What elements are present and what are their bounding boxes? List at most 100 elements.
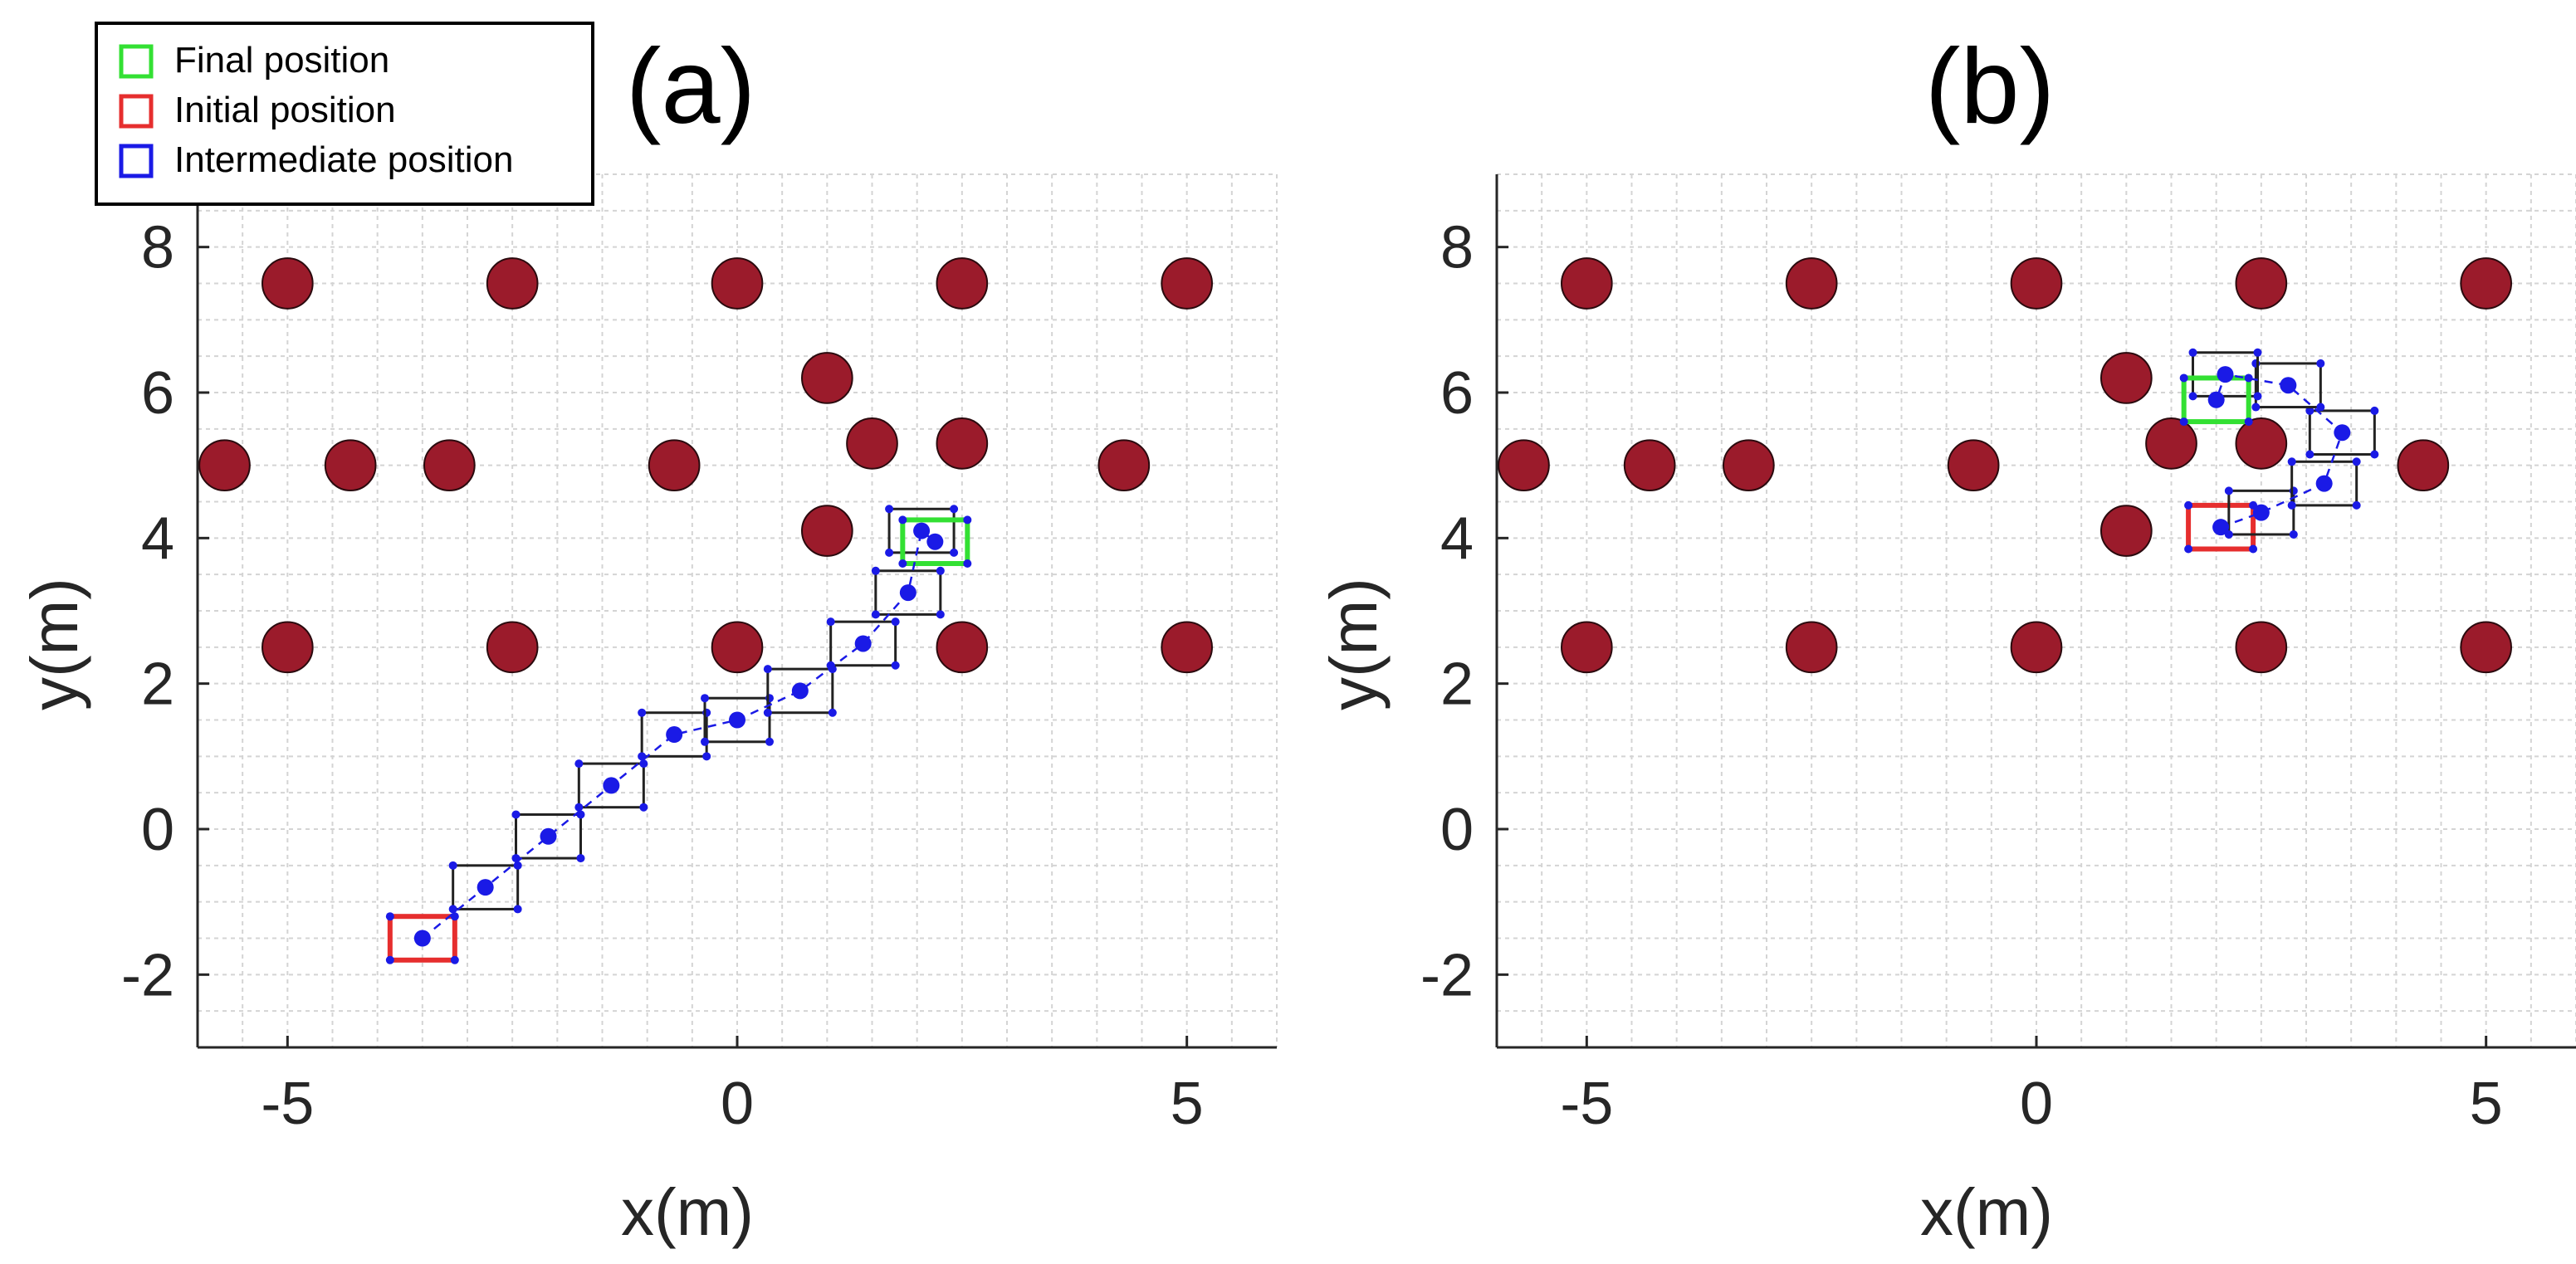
trajectory-point — [2334, 424, 2351, 442]
obstacle-marker — [262, 257, 314, 310]
final-position-box — [2181, 375, 2251, 425]
intermediate-box — [577, 762, 645, 809]
legend-swatch — [119, 144, 154, 178]
x-tick-label: 0 — [2020, 1071, 2053, 1137]
intermediate-box — [887, 507, 956, 554]
corner-dot — [936, 610, 945, 619]
panel-title: (b) — [1925, 27, 2055, 146]
corner-dot — [936, 566, 945, 575]
corner-dot — [2179, 373, 2188, 383]
corner-dot — [826, 617, 835, 627]
corner-dot — [639, 759, 648, 769]
x-tick-label: -5 — [261, 1071, 314, 1137]
initial-position-box — [2186, 502, 2256, 552]
trajectory-point — [2217, 366, 2234, 383]
obstacle-marker — [1623, 439, 1676, 492]
obstacle-marker — [486, 621, 539, 674]
corner-dot — [513, 905, 522, 914]
corner-dot — [450, 955, 459, 964]
corner-dot — [2287, 500, 2296, 510]
corner-dot — [639, 803, 648, 812]
y-tick-label: 2 — [141, 652, 174, 718]
corner-dot — [450, 912, 459, 921]
obstacle-marker — [2010, 257, 2063, 310]
initial-position-box — [387, 914, 457, 963]
legend-label: Initial position — [174, 90, 396, 130]
x-tick-label: 0 — [721, 1071, 754, 1137]
corner-dot — [2370, 406, 2379, 415]
intermediate-box — [452, 864, 520, 910]
intermediate-box — [829, 620, 897, 667]
trajectory-point — [2207, 391, 2225, 408]
obstacle-marker — [2460, 621, 2513, 674]
corner-dot — [2244, 417, 2253, 427]
corner-dot — [2370, 450, 2379, 459]
obstacle-marker — [324, 439, 377, 492]
panel-a: -5 0 5 -2 0 2 4 6 8 (a) x(m) y(m) — [17, 27, 1278, 1249]
trajectory-point — [2280, 377, 2297, 394]
corner-dot — [2224, 486, 2233, 495]
x-tick-label: 5 — [2470, 1071, 2503, 1137]
corner-dot — [385, 912, 394, 921]
corner-dot — [2251, 403, 2261, 412]
obstacle-marker — [2100, 505, 2153, 557]
trajectory-point — [477, 879, 494, 896]
y-tick-label: 4 — [1440, 505, 1474, 572]
corner-dot — [2352, 500, 2361, 510]
trajectory-point — [2252, 504, 2270, 521]
intermediate-box — [2227, 489, 2295, 536]
corner-dot — [871, 566, 880, 575]
trajectory-point — [2212, 519, 2230, 536]
intermediate-box — [515, 813, 582, 860]
corner-dot — [871, 610, 880, 619]
obstacle-marker — [2010, 621, 2063, 674]
corner-dot — [702, 752, 711, 761]
corner-dot — [2305, 406, 2314, 415]
y-axis-label: y(m) — [17, 578, 91, 710]
y-tick-label: 4 — [141, 505, 174, 572]
panel-title: (a) — [626, 27, 755, 146]
corner-dot — [763, 665, 772, 674]
trajectory-point — [413, 930, 431, 947]
y-tick-label: 6 — [141, 360, 174, 427]
legend-swatch — [119, 44, 154, 79]
x-tick-label: 5 — [1171, 1071, 1204, 1137]
panel-b: -5 0 5 -2 0 2 4 6 8 (b) x(m) y(m) — [1317, 27, 2576, 1249]
obstacle-marker — [1498, 439, 1550, 492]
obstacle-marker — [423, 439, 476, 492]
y-tick-label: 8 — [1440, 215, 1474, 281]
corner-dot — [891, 617, 900, 627]
obstacle-marker — [2460, 257, 2513, 310]
obstacle-marker — [1947, 439, 2000, 492]
trajectory-point — [666, 726, 683, 744]
obstacle-marker — [711, 257, 764, 310]
y-tick-label: 0 — [1440, 797, 1474, 863]
corner-dot — [2305, 450, 2314, 459]
x-axis-label: x(m) — [1920, 1175, 2053, 1249]
obstacle-marker — [2235, 417, 2288, 470]
obstacle-marker — [2100, 352, 2153, 404]
obstacle-marker — [801, 505, 853, 557]
obstacle-marker — [486, 257, 539, 310]
intermediate-box — [874, 569, 942, 616]
legend-swatch — [119, 94, 154, 129]
robot-boxes — [385, 505, 972, 964]
corner-dot — [950, 505, 959, 514]
y-tick-label: 0 — [141, 797, 174, 863]
corner-dot — [950, 548, 959, 557]
trajectory-point — [2315, 475, 2333, 492]
corner-dot — [763, 708, 772, 717]
obstacle-marker — [711, 621, 764, 674]
obstacle-marker — [198, 439, 251, 492]
intermediate-box — [2308, 409, 2376, 456]
corner-dot — [2184, 500, 2193, 510]
obstacle-marker — [1785, 621, 1838, 674]
corner-dot — [765, 737, 774, 746]
corner-dot — [2188, 348, 2197, 357]
intermediate-box — [2290, 460, 2358, 507]
corner-dot — [2352, 457, 2361, 466]
trajectory-point — [729, 711, 745, 729]
trajectory-point — [854, 635, 872, 652]
obstacle-marker — [936, 417, 989, 470]
corner-dot — [828, 708, 837, 717]
